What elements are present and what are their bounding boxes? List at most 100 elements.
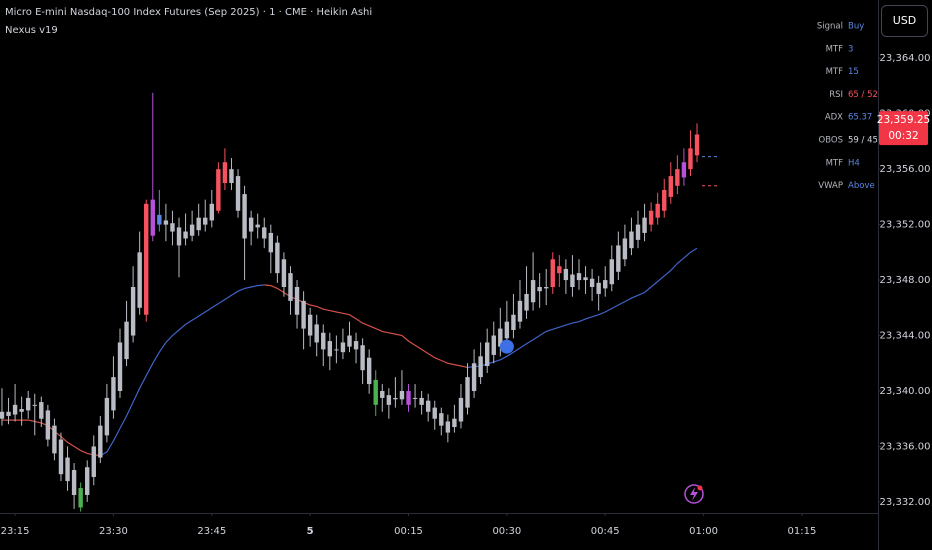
candle-body: [484, 342, 490, 367]
candle-body: [386, 395, 392, 405]
candle-body: [550, 259, 555, 288]
candle-body: [524, 293, 529, 311]
candle-body: [458, 397, 464, 422]
candle-body: [419, 397, 424, 405]
alert-icon[interactable]: [684, 484, 704, 504]
candle-body: [629, 231, 634, 249]
candle-body: [675, 169, 680, 186]
candle-body: [406, 390, 411, 405]
candle-body: [439, 413, 444, 426]
candle-body: [301, 300, 306, 329]
candle-body: [222, 162, 228, 184]
moving-average: [100, 284, 265, 457]
candle-body: [340, 342, 346, 353]
plot-area: [0, 92, 719, 512]
candle-body: [268, 232, 274, 253]
currency-button[interactable]: [881, 5, 928, 37]
alert-ring: [684, 484, 704, 504]
table-label: VWAP: [818, 181, 843, 191]
candle-body: [576, 273, 582, 281]
candle-body: [347, 335, 352, 347]
candle-body: [124, 321, 129, 360]
candle-body: [511, 314, 516, 330]
candle-body: [642, 217, 647, 233]
candle-body: [563, 268, 569, 281]
x-tick-label: 5: [307, 526, 314, 537]
candle-body: [58, 439, 64, 475]
candle-body: [544, 287, 549, 289]
candle-body: [12, 404, 18, 415]
y-tick-label: 23,364.00: [880, 53, 931, 64]
candle-body: [78, 488, 83, 508]
candle-body: [537, 287, 542, 292]
table-label: ADX: [825, 113, 843, 123]
candle-body: [393, 397, 398, 400]
table-label: MTF: [826, 44, 844, 54]
y-tick-label: 23,344.00: [880, 331, 931, 342]
table-value: 3: [848, 44, 853, 54]
table-label: RSI: [829, 90, 843, 100]
candle-body: [137, 252, 142, 308]
candle-body: [196, 217, 201, 231]
candle-body: [235, 176, 241, 211]
y-tick-label: 23,336.00: [880, 441, 931, 452]
candle-body: [117, 342, 123, 391]
table-label: MTF: [826, 158, 844, 168]
candle-body: [25, 397, 31, 411]
candle-body: [517, 300, 523, 322]
candle-body: [52, 425, 57, 454]
last-price-label: 23,359.25: [877, 114, 930, 126]
moving-average: [2, 419, 101, 457]
x-tick-label: 23:45: [197, 526, 226, 537]
candle-body: [321, 332, 326, 350]
candle-body: [616, 245, 621, 272]
candle-body: [6, 411, 11, 416]
x-tick-label: 00:45: [591, 526, 620, 537]
table-value: H4: [848, 158, 860, 168]
table-label: Signal: [817, 22, 843, 32]
candle-body: [144, 203, 149, 315]
x-tick-label: 01:00: [689, 526, 718, 537]
candle-body: [465, 377, 470, 408]
candle-body: [183, 231, 188, 239]
chart-title: Micro E-mini Nasdaq-100 Index Futures (S…: [5, 7, 372, 18]
candle-body: [189, 224, 195, 236]
candle-body: [498, 328, 503, 347]
candle-body: [262, 227, 267, 239]
candle-body: [281, 259, 287, 288]
candle-body: [288, 273, 293, 301]
candle-body: [294, 287, 300, 315]
candle-body: [334, 349, 339, 351]
candle-body: [360, 345, 365, 371]
candle-body: [111, 377, 116, 411]
candle-body: [229, 169, 234, 184]
indicator-name: Nexus v19: [5, 25, 58, 36]
candle-body: [445, 421, 451, 433]
table-value: 15: [848, 67, 859, 77]
countdown-label: 00:32: [888, 130, 918, 142]
candle-body: [157, 214, 162, 225]
candle-body: [176, 227, 182, 246]
candle-body: [655, 203, 660, 218]
candle-body: [91, 446, 96, 477]
candle-body: [557, 266, 562, 274]
x-tick-label: 23:30: [99, 526, 128, 537]
table-value: Above: [848, 181, 875, 191]
candle-body: [491, 335, 496, 355]
candle-body: [85, 467, 90, 495]
candle-body: [589, 278, 595, 288]
candle-body: [530, 280, 536, 303]
candle-body: [65, 457, 70, 482]
y-tick-label: 23,352.00: [880, 220, 931, 231]
x-tick-label: 23:15: [1, 526, 30, 537]
candle-body: [150, 199, 155, 236]
candle-body: [596, 282, 601, 294]
table-value: 65.37: [848, 113, 872, 123]
candle-body: [242, 194, 247, 239]
candle-body: [570, 274, 575, 288]
table-value: 65 / 52: [848, 90, 878, 100]
candle-body: [203, 217, 208, 225]
candle-body: [130, 287, 136, 336]
candle-body: [622, 238, 628, 260]
